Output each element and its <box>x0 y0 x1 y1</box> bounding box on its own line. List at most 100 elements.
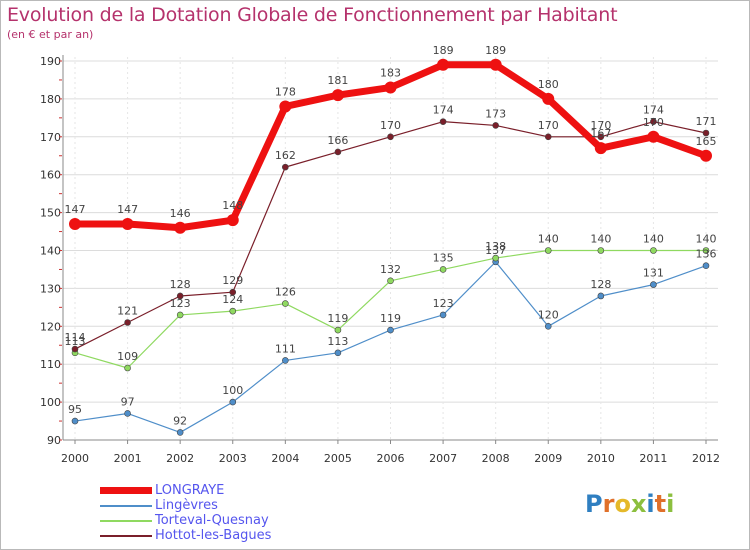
data-point <box>124 364 131 372</box>
data-label: 140 <box>696 233 717 246</box>
legend-swatch <box>100 519 152 522</box>
data-label: 136 <box>696 248 717 261</box>
data-point <box>650 281 657 288</box>
data-point <box>229 398 237 406</box>
data-label: 162 <box>275 149 296 162</box>
legend-item: Hottot-les-Bagues <box>100 528 271 543</box>
x-tick-label: 2005 <box>324 452 352 465</box>
data-point <box>492 254 499 262</box>
data-point <box>700 149 712 162</box>
y-tick-label: 90 <box>47 434 61 447</box>
legend-swatch <box>100 487 152 494</box>
data-point <box>384 81 397 94</box>
data-label: 92 <box>173 414 187 427</box>
data-label: 128 <box>170 278 191 291</box>
data-point <box>282 357 289 364</box>
logo-letter: i <box>646 490 655 518</box>
data-point <box>334 326 342 334</box>
data-label: 95 <box>68 403 82 416</box>
data-label: 181 <box>327 74 348 87</box>
y-tick-label: 180 <box>40 93 61 106</box>
data-point <box>176 429 184 436</box>
data-label: 109 <box>117 350 138 363</box>
data-label: 170 <box>380 119 401 132</box>
data-point <box>594 142 607 155</box>
data-point <box>174 221 187 234</box>
data-point <box>229 288 237 296</box>
data-point <box>124 410 131 417</box>
data-point <box>282 163 289 171</box>
data-point <box>544 322 552 330</box>
x-tick-label: 2000 <box>61 452 89 465</box>
data-point <box>650 247 657 254</box>
data-point <box>176 311 184 319</box>
data-label: 178 <box>275 85 296 98</box>
data-point <box>702 247 710 254</box>
data-label: 171 <box>696 115 717 128</box>
data-label: 129 <box>222 274 243 287</box>
legend-item: LONGRAYE <box>100 483 271 498</box>
x-tick-label: 2006 <box>377 452 405 465</box>
data-point <box>279 100 292 113</box>
logo-letter: P <box>585 490 603 518</box>
data-label: 165 <box>696 135 717 148</box>
data-point <box>334 148 342 156</box>
data-point <box>439 266 447 273</box>
data-point <box>71 417 79 425</box>
legend: LONGRAYE Lingèvres Torteval-Quesnay Hottot-… <box>100 483 271 543</box>
data-label: 113 <box>65 335 86 348</box>
data-label: 119 <box>380 312 401 325</box>
data-point <box>489 58 502 71</box>
series <box>69 58 712 436</box>
x-tick-label: 2002 <box>166 452 194 465</box>
data-label: 180 <box>538 78 559 91</box>
data-label: 113 <box>327 335 348 348</box>
data-point <box>597 133 605 141</box>
data-label: 170 <box>590 119 611 132</box>
data-point <box>331 89 344 102</box>
x-tick-label: 2007 <box>429 452 457 465</box>
x-tick-label: 2009 <box>534 452 562 465</box>
x-tick-label: 2003 <box>219 452 247 465</box>
x-tick-label: 2004 <box>271 452 299 465</box>
data-point <box>387 133 394 141</box>
y-tick-label: 150 <box>40 207 61 220</box>
data-label: 135 <box>433 251 454 264</box>
data-label: 189 <box>485 44 506 57</box>
data-label: 121 <box>117 305 138 318</box>
data-point <box>387 326 394 334</box>
y-tick-label: 190 <box>40 55 61 68</box>
data-label: 140 <box>643 233 664 246</box>
x-tick-label: 2012 <box>692 452 720 465</box>
data-label: 148 <box>222 199 243 212</box>
x-tick-label: 2008 <box>482 452 510 465</box>
data-label: 170 <box>643 116 664 129</box>
data-point <box>176 292 184 300</box>
chart-title: Evolution de la Dotation Globale de Fonc… <box>7 4 618 26</box>
data-point <box>544 133 552 141</box>
data-label: 166 <box>327 134 348 147</box>
data-label: 114 <box>65 331 86 344</box>
data-point <box>597 247 605 254</box>
data-label: 119 <box>327 312 348 325</box>
data-label: 167 <box>590 127 611 140</box>
data-point <box>334 349 342 357</box>
data-point <box>647 130 660 143</box>
y-tick-label: 160 <box>40 169 61 182</box>
data-label: 147 <box>65 203 86 216</box>
data-point <box>492 122 499 129</box>
data-point <box>437 58 450 71</box>
data-point <box>121 217 134 230</box>
logo-letter: o <box>614 490 631 518</box>
y-tick-label: 170 <box>40 131 61 144</box>
data-label: 183 <box>380 67 401 80</box>
legend-label: Lingèvres <box>155 498 218 513</box>
data-point <box>542 92 555 105</box>
data-point <box>702 262 710 269</box>
x-tick-label: 2010 <box>587 452 615 465</box>
data-label: 138 <box>485 240 506 253</box>
data-label: 140 <box>590 233 611 246</box>
x-tick-label: 2001 <box>114 452 142 465</box>
